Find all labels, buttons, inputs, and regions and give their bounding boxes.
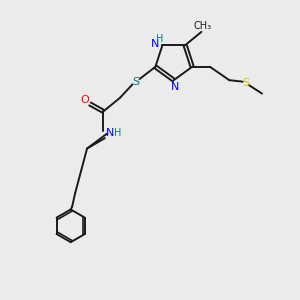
Text: CH₃: CH₃	[194, 22, 212, 32]
Text: H: H	[114, 128, 121, 138]
Text: N: N	[171, 82, 179, 92]
Text: N: N	[106, 128, 114, 138]
Text: H: H	[156, 34, 164, 44]
Text: S: S	[133, 77, 140, 87]
Text: S: S	[242, 78, 249, 88]
Text: N: N	[151, 39, 159, 49]
Text: O: O	[80, 95, 89, 105]
